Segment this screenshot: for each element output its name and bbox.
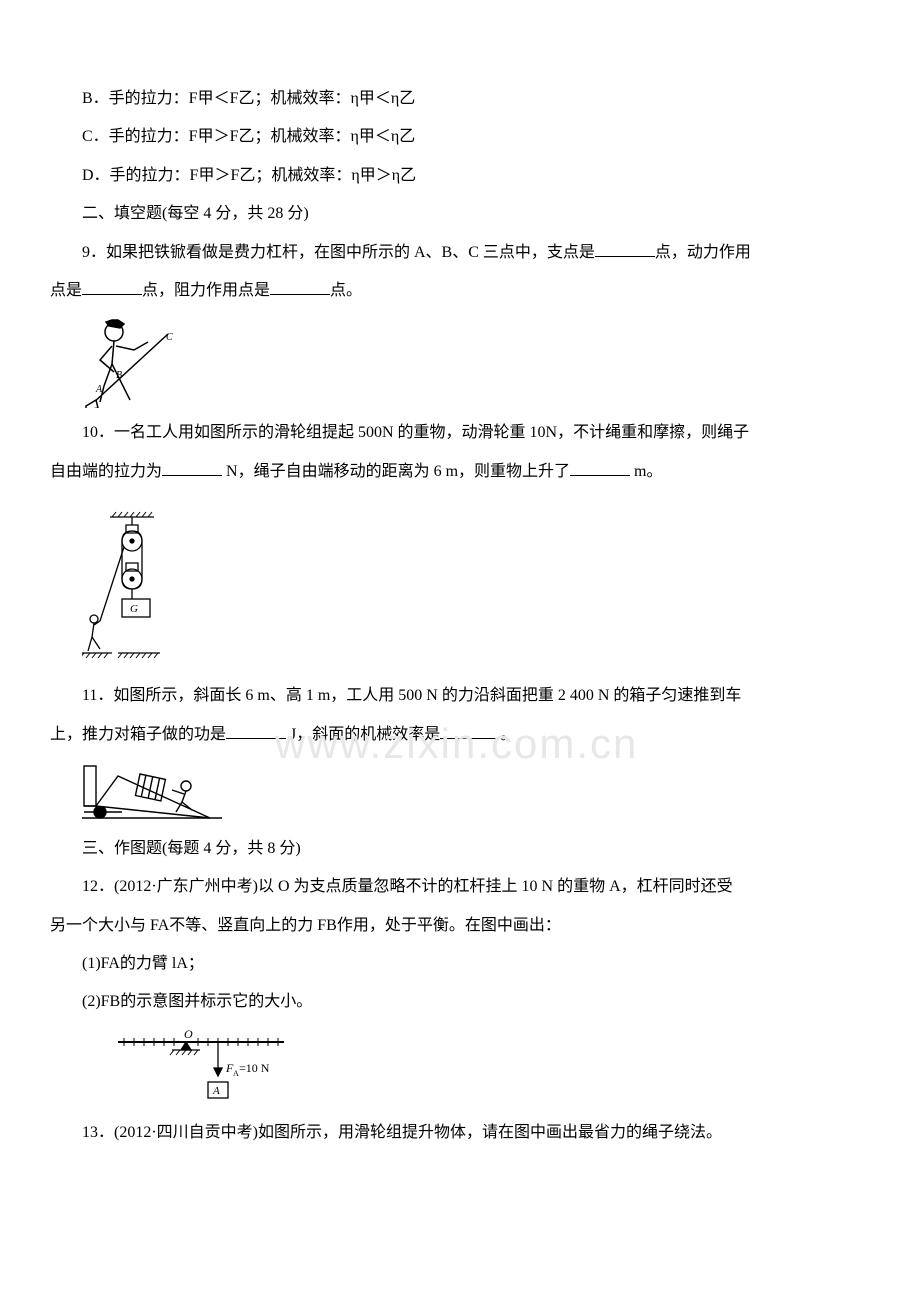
incline-push-icon: [82, 760, 222, 824]
q9-blank-1[interactable]: [595, 241, 655, 257]
q9-line1: 9．如果把铁锨看做是费力杠杆，在图中所示的 A、B、C 三点中，支点是 点，动力作…: [50, 234, 870, 272]
q12-line2: 另一个大小与 FA不等、竖直向上的力 FB作用，处于平衡。在图中画出：: [50, 907, 870, 945]
q11-line2: 上，推力对箱子做的功是 J，斜面的机械效率是 。: [50, 716, 870, 754]
lever-diagram-icon: O: [114, 1028, 314, 1108]
q11-text-3: J，斜面的机械效率是: [286, 726, 440, 743]
svg-text:A: A: [95, 384, 103, 395]
svg-text:G: G: [130, 603, 138, 615]
q10-line2: 自由端的拉力为 N，绳子自由端移动的距离为 6 m，则重物上升了 m。: [50, 453, 870, 491]
q9-text-4: 点，阻力作用点是: [142, 282, 270, 299]
q11-line1: 11．如图所示，斜面长 6 m、高 1 m，工人用 500 N 的力沿斜面把重 …: [50, 677, 870, 715]
worker-shovel-icon: A B C: [82, 316, 182, 408]
q11-blank-1[interactable]: [226, 723, 286, 739]
option-b: B．手的拉力：F甲＜F乙；机械效率：η甲＜η乙: [50, 80, 870, 118]
q9-blank-2[interactable]: [82, 279, 142, 295]
q12-sub1: (1)FA的力臂 lA；: [50, 945, 870, 983]
q11-blank-2[interactable]: [440, 723, 500, 739]
q10-blank-2[interactable]: [570, 460, 630, 476]
q10-figure: G: [82, 511, 870, 671]
q10-blank-1[interactable]: [162, 460, 222, 476]
q9-figure: A B C: [82, 316, 870, 408]
o-label: O: [184, 1028, 193, 1041]
q10-text-4: m。: [630, 463, 662, 480]
q9-blank-3[interactable]: [270, 279, 330, 295]
q10-text-3: N，绳子自由端移动的距离为 6 m，则重物上升了: [222, 463, 570, 480]
q9-text-5: 点。: [330, 282, 362, 299]
q9-text-1: 9．如果把铁锨看做是费力杠杆，在图中所示的 A、B、C 三点中，支点是: [82, 244, 595, 261]
q10-line1: 10．一名工人用如图所示的滑轮组提起 500N 的重物，动滑轮重 10N，不计绳…: [50, 414, 870, 452]
option-d: D．手的拉力：F甲＞F乙；机械效率：η甲＞η乙: [50, 157, 870, 195]
svg-text:B: B: [116, 370, 122, 381]
q10-text-2: 自由端的拉力为: [50, 463, 162, 480]
q11-text-2: 上，推力对箱子做的功是: [50, 726, 226, 743]
section-3-heading: 三、作图题(每题 4 分，共 8 分): [50, 830, 870, 868]
section-2-heading: 二、填空题(每空 4 分，共 28 分): [50, 195, 870, 233]
svg-text:=10 N: =10 N: [239, 1061, 270, 1075]
q12-sub2: (2)FB的示意图并标示它的大小。: [50, 983, 870, 1021]
q11-figure: [82, 760, 870, 824]
q9-text-2: 点，动力作用: [655, 244, 751, 261]
q9-text-3: 点是: [50, 282, 82, 299]
q11-text-4: 。: [500, 726, 516, 743]
q9-line2: 点是 点，阻力作用点是 点。: [50, 272, 870, 310]
svg-text:C: C: [166, 332, 173, 343]
option-c: C．手的拉力：F甲＞F乙；机械效率：η甲＜η乙: [50, 118, 870, 156]
box-a-label: A: [212, 1085, 220, 1097]
pulley-system-icon: G: [82, 511, 162, 671]
q12-figure: O: [114, 1028, 870, 1108]
q12-line1: 12．(2012·广东广州中考)以 O 为支点质量忽略不计的杠杆挂上 10 N …: [50, 868, 870, 906]
q13-line: 13．(2012·四川自贡中考)如图所示，用滑轮组提升物体，请在图中画出最省力的…: [50, 1114, 870, 1152]
